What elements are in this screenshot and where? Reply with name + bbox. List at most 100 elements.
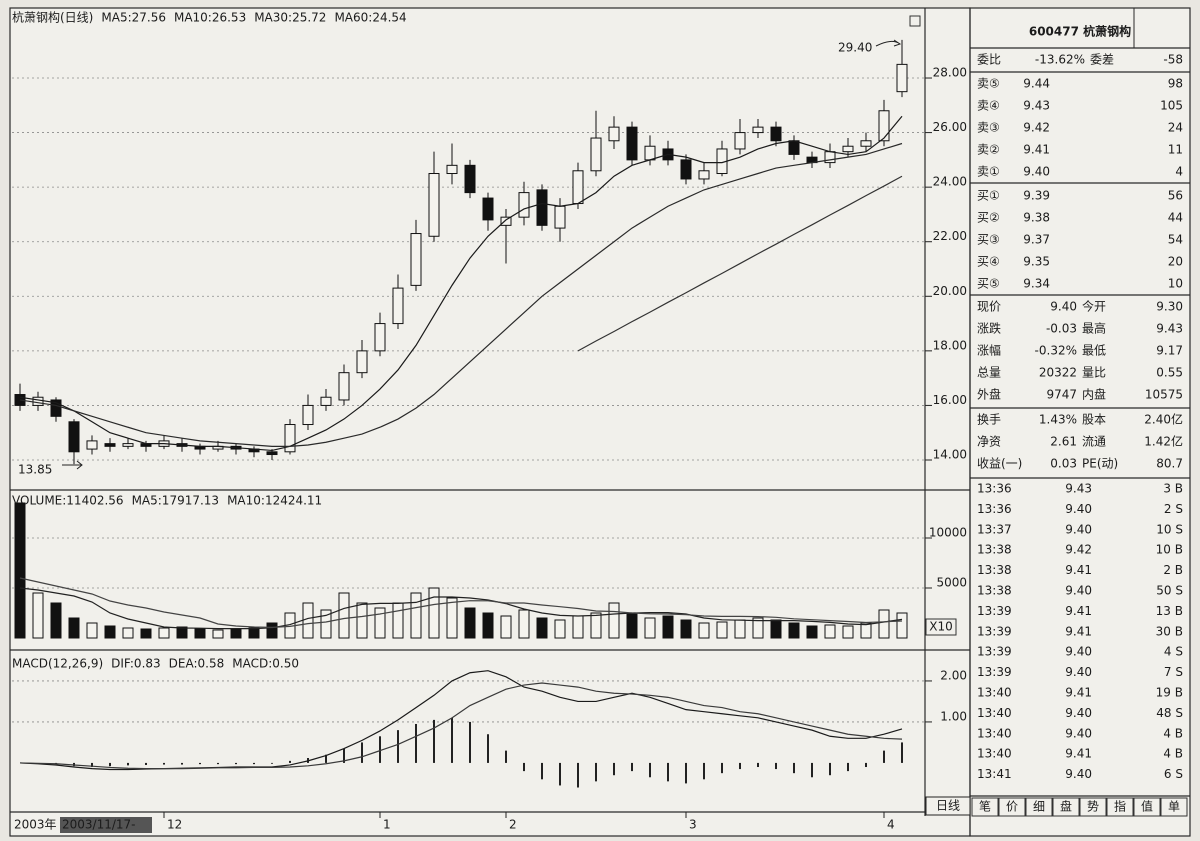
volume-bar [608,602,620,639]
indicator-value: MA30:25.72 [254,11,326,25]
volume-bar [572,615,584,639]
trade-price: 9.40 [1065,706,1092,720]
volume-bar [482,612,494,639]
candle-body [446,164,458,175]
quote-value: 9747 [1046,388,1077,402]
volume-bar [536,617,548,639]
volume-bar [752,617,764,639]
annotation-arrow [62,460,83,470]
candle-body [464,164,476,194]
trade-volume: 48 S [1156,706,1183,720]
trade-price: 9.41 [1065,686,1092,700]
quote-label: 净资 [977,435,1001,449]
book-price: 9.37 [1023,233,1050,247]
x-tick-label: 2 [509,818,517,832]
volume-bar [626,612,638,639]
candle-body [338,372,350,401]
annotation-arrow [875,39,902,47]
candle-body [842,145,854,153]
candle-body [356,350,368,374]
book-label: 买⑤ [977,277,1000,291]
volume-bar [50,602,62,639]
tab[interactable]: 价 [1006,800,1018,814]
x-tick-label: 12 [167,818,182,832]
quote-value: 2.40亿 [1144,412,1183,427]
y-tick-label: 16.00 [933,393,967,407]
trade-price: 9.41 [1065,604,1092,618]
indicator-line [19,115,903,452]
candle-body [500,216,512,226]
tab-box[interactable] [1025,797,1053,817]
candle-body [590,137,602,172]
tab[interactable]: 盘 [1060,799,1072,814]
indicator-line [19,577,903,629]
y-tick-label: 1.00 [940,709,967,723]
quote-label: 总量 [977,366,1001,380]
tab[interactable]: 势 [1087,800,1099,814]
book-label: 卖④ [977,99,1000,113]
y-tick-label: 18.00 [933,338,967,352]
volume-bar [356,602,368,639]
volume-bar [176,626,188,639]
book-price: 9.34 [1023,277,1050,291]
quote-label: 内盘 [1082,387,1106,402]
tab-box[interactable] [998,797,1026,817]
trade-price: 9.42 [1065,543,1092,557]
tab-box[interactable] [1079,797,1107,817]
x-tick-label: 4 [887,818,895,832]
book-volume: 54 [1168,233,1183,247]
quote-label: 今开 [1082,299,1106,314]
trade-time: 13:36 [977,482,1012,496]
volume-bar [878,609,890,639]
candle-body [482,197,494,221]
trade-price: 9.40 [1065,645,1092,659]
quote-label: 换手 [977,413,1001,427]
trade-price: 9.40 [1065,522,1092,536]
trade-price: 9.40 [1065,767,1092,781]
volume-bar [644,617,656,639]
candle-body [734,132,746,150]
tab-box[interactable] [971,797,999,817]
price-annotation: 29.40 [838,41,872,55]
period-tab-box[interactable] [925,796,971,816]
tab[interactable]: 细 [1033,800,1045,814]
candle-body [572,170,584,205]
volume-bar [824,624,836,639]
volume-bar [248,627,260,639]
tab-box[interactable] [1160,797,1188,817]
tab[interactable]: 指 [1114,799,1126,814]
tab[interactable]: 值 [1141,799,1153,814]
quote-label: 外盘 [977,387,1001,402]
book-volume: 4 [1175,165,1183,179]
volume-bar [464,607,476,639]
period-tab[interactable]: 日线 [936,799,960,813]
volume-bar [338,592,350,639]
book-volume: 24 [1168,121,1183,135]
candle-body [860,140,872,147]
tab-box[interactable] [1106,797,1134,817]
volume-bar [770,619,782,639]
candle-body [374,323,386,352]
volume-bar [392,602,404,639]
candle-body [626,126,638,161]
tab[interactable]: 笔 [979,799,991,814]
volume-bar [374,607,386,639]
quote-label: 收益(一) [977,457,1022,471]
candle-body [518,192,530,218]
tab-box[interactable] [1052,797,1080,817]
book-price: 9.39 [1023,189,1050,203]
trade-price: 9.41 [1065,747,1092,761]
volume-bar [734,619,746,639]
book-volume: 10 [1168,277,1183,291]
tab[interactable]: 单 [1168,800,1180,814]
tab-box[interactable] [1133,797,1161,817]
indicator-value: MA60:24.54 [334,11,406,25]
candle-body [680,159,692,180]
book-label: 买④ [977,255,1000,269]
quote-value: -13.62% [1035,53,1085,67]
candle-body [428,173,440,237]
volume-bar [14,502,26,639]
quote-title: 600477 杭萧钢构 [1029,24,1131,39]
window-icon[interactable] [909,15,921,27]
quote-value: 20322 [1039,366,1077,380]
